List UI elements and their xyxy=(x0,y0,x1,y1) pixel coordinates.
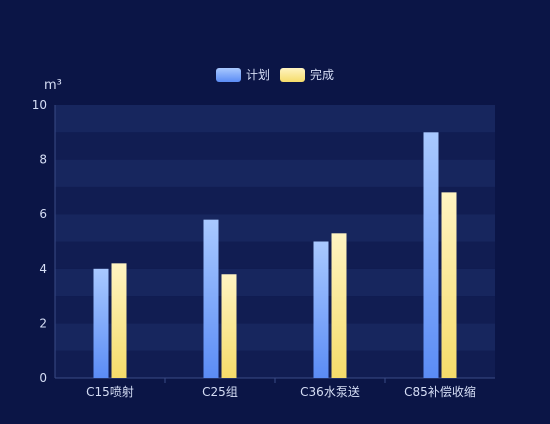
grid-band xyxy=(55,268,495,297)
y-tick-label: 8 xyxy=(39,153,47,167)
grid-bands xyxy=(55,105,495,378)
y-tick-label: 10 xyxy=(32,98,47,112)
y-tick-label: 0 xyxy=(39,371,47,385)
legend-item-done[interactable]: 完成 xyxy=(280,67,334,82)
grid-band xyxy=(55,241,495,269)
grid-band xyxy=(55,186,495,215)
bar-done[interactable] xyxy=(331,233,347,378)
y-tick-label: 6 xyxy=(39,207,47,221)
legend: 计划 完成 xyxy=(216,67,334,82)
legend-swatch-plan xyxy=(216,68,241,82)
bar-done[interactable] xyxy=(221,274,237,378)
bars xyxy=(93,132,457,379)
y-axis-unit: m³ xyxy=(44,78,62,93)
bar-done[interactable] xyxy=(441,192,457,378)
grid-band xyxy=(55,159,495,187)
y-axis-ticks: 0 2 4 6 8 10 xyxy=(32,98,47,385)
grid-band xyxy=(55,350,495,378)
legend-swatch-done xyxy=(280,68,305,82)
y-tick-label: 2 xyxy=(39,316,47,330)
y-tick-label: 4 xyxy=(39,262,47,276)
x-tick-label: C15喷射 xyxy=(86,384,134,399)
bar-plan[interactable] xyxy=(93,268,109,378)
bar-plan[interactable] xyxy=(423,132,439,378)
grid-band xyxy=(55,296,495,324)
grid-band xyxy=(55,323,495,351)
x-axis-ticks: C15喷射 C25组 C36水泵送 C85补偿收缩 xyxy=(86,378,476,399)
x-tick-label: C25组 xyxy=(202,385,238,399)
legend-label-plan: 计划 xyxy=(246,68,270,82)
x-tick-label: C36水泵送 xyxy=(300,384,360,399)
grid-band xyxy=(55,214,495,242)
x-tick-label: C85补偿收缩 xyxy=(404,384,476,399)
grid-band xyxy=(55,105,495,133)
bar-done[interactable] xyxy=(111,263,127,378)
bar-plan[interactable] xyxy=(313,241,329,379)
grid-band xyxy=(55,132,495,160)
legend-label-done: 完成 xyxy=(310,67,334,82)
bar-plan[interactable] xyxy=(203,219,219,378)
legend-item-plan[interactable]: 计划 xyxy=(216,68,270,82)
